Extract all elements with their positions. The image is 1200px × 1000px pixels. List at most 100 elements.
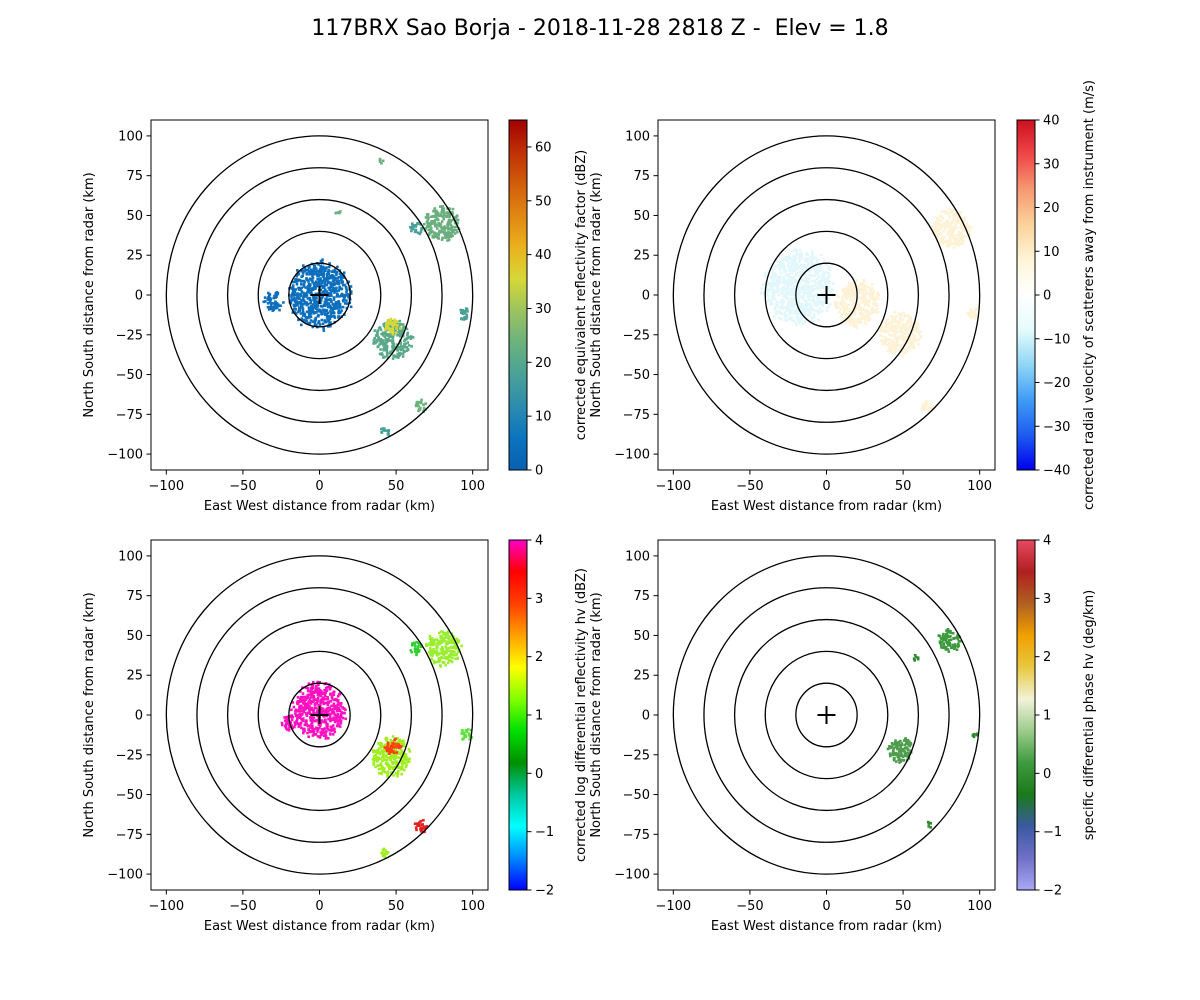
echo-cell-1 — [262, 291, 285, 312]
colorbar — [508, 539, 528, 891]
echo-cell-4 — [425, 630, 463, 668]
range-ring-60 — [733, 618, 920, 812]
y-tick-label: 25 — [633, 669, 650, 684]
echo-cell-3 — [926, 820, 932, 829]
colorbar — [1016, 539, 1036, 891]
y-axis-label: North South distance from radar (km) — [589, 592, 604, 837]
y-tick-label: −50 — [116, 368, 143, 383]
echo-cell-5 — [409, 640, 423, 657]
echo-cell-4 — [966, 307, 980, 320]
echo-field — [262, 157, 469, 436]
colorbar-tick-label: 20 — [1043, 201, 1060, 216]
colorbar-tick-label: 10 — [1043, 245, 1060, 260]
echo-cell-10 — [378, 157, 385, 165]
x-tick-label: 100 — [967, 479, 992, 494]
colorbar-tick-label: 50 — [535, 194, 552, 209]
colorbar-tick-label: −1 — [535, 825, 554, 840]
colorbar-label: specific differential phase hv (deg/km) — [1082, 590, 1097, 840]
colorbar-tick-label: 40 — [1043, 114, 1060, 129]
y-tick-label: 0 — [642, 709, 650, 724]
y-tick-label: −75 — [116, 828, 143, 843]
range-ring-100 — [165, 555, 474, 875]
y-tick-label: −25 — [116, 328, 143, 343]
y-tick-label: 50 — [126, 209, 143, 224]
y-axis-label: North South distance from radar (km) — [589, 172, 604, 417]
panel-reflectivity: −100 −50 0 50 100−100−75−50−250255075100East… — [82, 119, 589, 514]
echo-cell-0 — [288, 258, 353, 332]
colorbar-tick-label: −1 — [1043, 825, 1062, 840]
colorbar-tick-label: 4 — [1043, 534, 1051, 549]
x-axis-label: East West distance from radar (km) — [204, 499, 435, 514]
range-ring-40 — [257, 650, 382, 780]
y-tick-label: 100 — [118, 549, 143, 564]
colorbar-tick-label: 60 — [535, 140, 552, 155]
echo-field — [886, 628, 979, 829]
colorbar-tick-label: 1 — [1043, 709, 1051, 724]
y-tick-label: −100 — [107, 448, 143, 463]
y-tick-label: 50 — [633, 209, 650, 224]
panel-kdp: −100 −50 0 50 100 −100 −75 −50 −25 0 25 50 75 100 East… — [589, 534, 1097, 935]
colorbar-label: corrected log differential reflectivity … — [574, 568, 589, 862]
colorbar-tick-label: −10 — [1043, 332, 1070, 347]
y-tick-label: 75 — [633, 589, 650, 604]
echo-field — [760, 207, 980, 413]
range-ring-80 — [196, 167, 443, 423]
range-ring-40 — [764, 650, 889, 780]
y-tick-label: 100 — [118, 129, 143, 144]
range-ring-100 — [165, 135, 474, 455]
y-tick-label: −25 — [623, 328, 650, 343]
x-tick-label: −100 — [148, 899, 184, 914]
y-tick-label: −50 — [116, 788, 143, 803]
colorbar-tick-label: 1 — [535, 709, 543, 724]
colorbar-tick-label: 40 — [535, 248, 552, 263]
colorbar-tick-label: 10 — [535, 410, 552, 425]
y-axis-label: North South distance from radar (km) — [82, 592, 97, 837]
colorbar — [1016, 119, 1036, 471]
echo-cell-1 — [833, 278, 880, 330]
colorbar-tick-label: 30 — [535, 302, 552, 317]
panel-velocity: −100 −50 0 50 100−100−75−50−250255075100East… — [589, 80, 1097, 514]
colorbar-tick-label: −2 — [1043, 884, 1062, 899]
x-tick-label: −100 — [148, 479, 184, 494]
echo-cell-2 — [971, 732, 979, 739]
y-tick-label: 25 — [126, 669, 143, 684]
colorbar-tick-label: 0 — [535, 464, 543, 479]
x-tick-label: 0 — [315, 479, 323, 494]
y-tick-label: 75 — [126, 589, 143, 604]
x-tick-label: 50 — [895, 899, 912, 914]
colorbar-tick-label: 30 — [1043, 157, 1060, 172]
figure-title: 117BRX Sao Borja - 2018-11-28 2818 Z - E… — [311, 16, 889, 41]
x-tick-label: 0 — [315, 899, 323, 914]
range-ring-20 — [795, 262, 858, 328]
y-tick-label: −75 — [116, 408, 143, 423]
echo-cell-5 — [920, 399, 934, 413]
echo-cell-2 — [371, 735, 412, 778]
range-ring-20 — [288, 682, 351, 748]
range-ring-80 — [703, 587, 950, 843]
echo-cell-5 — [409, 222, 423, 236]
colorbar-tick-label: −20 — [1043, 376, 1070, 391]
colorbar-tick-label: 0 — [1043, 767, 1051, 782]
echo-cell-8 — [380, 427, 391, 436]
range-ring-40 — [764, 230, 889, 360]
echo-field — [280, 630, 473, 858]
echo-cell-8 — [380, 847, 390, 858]
y-tick-label: 25 — [633, 249, 650, 264]
range-ring-20 — [288, 262, 351, 328]
colorbar-tick-label: 4 — [535, 534, 543, 549]
y-tick-label: 0 — [135, 709, 143, 724]
y-tick-label: 75 — [633, 169, 650, 184]
x-tick-label: −50 — [736, 479, 763, 494]
x-tick-label: 0 — [822, 479, 830, 494]
colorbar-label: corrected equivalent reflectivity factor… — [574, 150, 589, 441]
echo-cell-3 — [383, 317, 402, 336]
colorbar-tick-label: 2 — [1043, 650, 1051, 665]
colorbar-tick-label: 0 — [1043, 289, 1051, 304]
y-tick-label: 0 — [135, 289, 143, 304]
x-tick-label: 50 — [388, 479, 405, 494]
panel-zdr: −100 −50 0 50 100 −100 −75 −50 −25 0 25 50 75 100 East… — [82, 534, 589, 935]
colorbar-tick-label: −40 — [1043, 464, 1070, 479]
echo-cell-6 — [459, 307, 469, 321]
echo-cell-3 — [930, 207, 973, 249]
